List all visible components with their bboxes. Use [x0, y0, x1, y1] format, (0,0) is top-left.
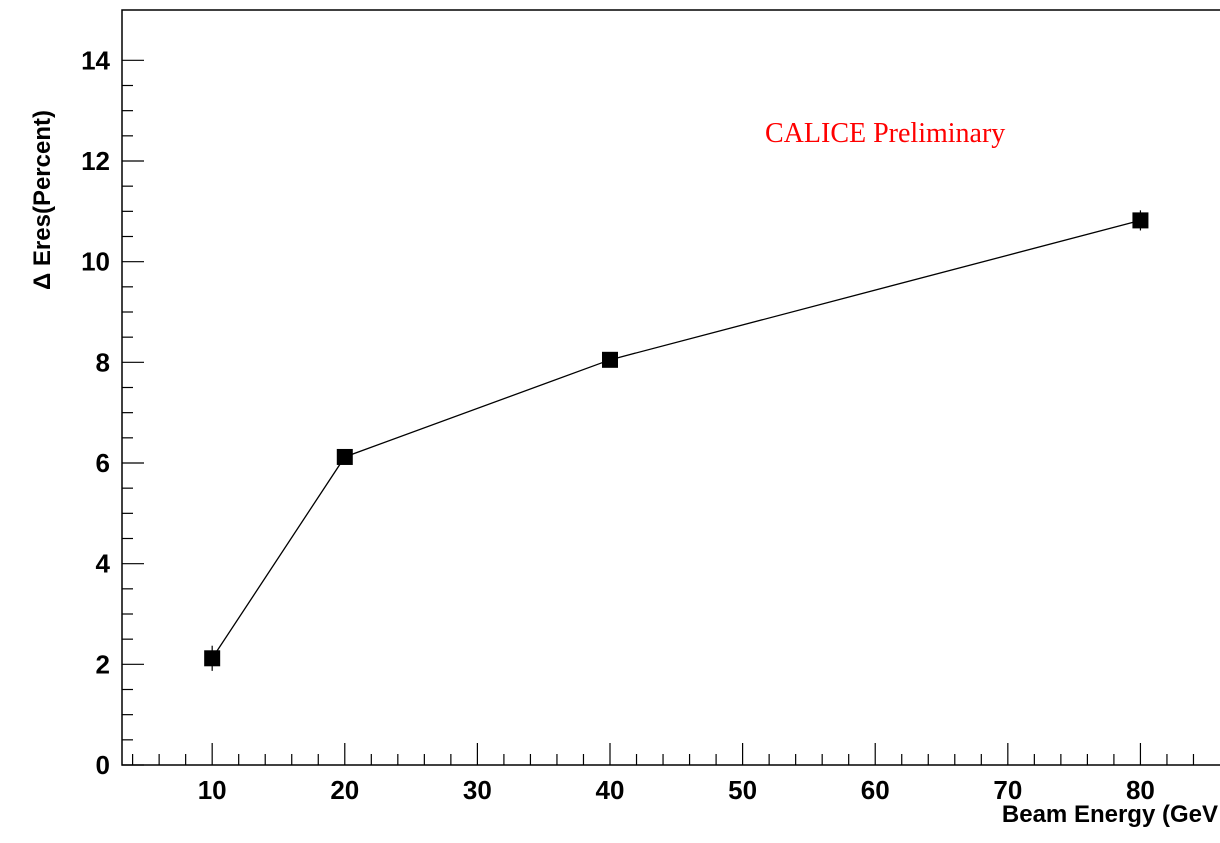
y-axis-label: Δ Eres(Percent)	[29, 110, 56, 290]
y-tick-label: 10	[81, 247, 110, 277]
x-tick-label: 10	[198, 775, 227, 805]
x-tick-label: 30	[463, 775, 492, 805]
data-point	[602, 351, 618, 368]
x-tick-label: 70	[993, 775, 1022, 805]
y-tick-label: 4	[96, 549, 111, 579]
data-line	[211, 219, 1141, 659]
x-tick-label: 40	[596, 775, 625, 805]
data-point	[1132, 212, 1149, 229]
x-tick-label: 60	[861, 775, 890, 805]
data-point	[204, 650, 221, 667]
x-tick-label: 80	[1126, 775, 1155, 805]
y-tick-label: 8	[96, 347, 110, 377]
y-tick-label: 6	[96, 448, 110, 478]
y-tick-label: 2	[96, 649, 110, 679]
y-tick-label: 12	[81, 146, 110, 176]
x-axis-label: Beam Energy (GeV	[1002, 801, 1218, 828]
y-tick-label: 0	[96, 750, 110, 780]
y-tick-label: 14	[81, 45, 110, 75]
x-tick-label: 50	[728, 775, 757, 805]
x-tick-label: 20	[330, 775, 359, 805]
data-point	[336, 448, 353, 465]
annotation: CALICE Preliminary	[765, 118, 1005, 149]
plot-frame	[121, 9, 1220, 766]
